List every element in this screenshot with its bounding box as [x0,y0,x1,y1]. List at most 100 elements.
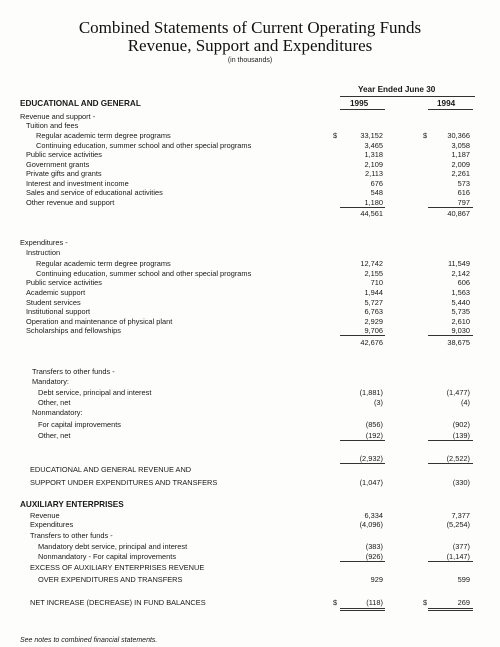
amount: (2,522) [446,454,470,463]
row-label: OVER EXPENDITURES AND TRANSFERS [38,575,183,584]
amount: 2,009 [451,160,471,169]
amount: 5,440 [451,298,471,307]
amount: 5,735 [451,307,471,316]
underline [428,440,473,441]
underline [428,610,473,611]
row-label: Other, net [38,398,71,407]
section-heading: EDUCATIONAL AND GENERAL [20,99,141,108]
underline [428,561,473,562]
amount: 12,742 [360,259,383,268]
amount: 710 [370,278,383,287]
row-label: Student services [26,298,81,307]
amount: 1,318 [364,150,384,159]
row-label: Continuing education, summer school and … [36,269,252,278]
amount: (377) [452,542,470,551]
row-label: EDUCATIONAL AND GENERAL REVENUE AND [30,465,192,474]
amount: (383) [365,542,383,551]
row-label: Mandatory: [32,377,69,386]
amount: 599 [457,575,470,584]
amount: (5,254) [446,520,470,529]
row-label: Nonmandatory - For capital improvements [38,552,177,561]
row-label: NET INCREASE (DECREASE) IN FUND BALANCES [30,598,206,607]
units-note: (in thousands) [227,57,273,64]
amount: (4) [460,398,470,407]
row-label: SUPPORT UNDER EXPENDITURES AND TRANSFERS [30,478,218,487]
year-rule [340,109,385,110]
amount: (1,881) [359,388,383,397]
amount: 797 [457,198,470,207]
amount: 2,610 [451,317,471,326]
amount: 42,676 [360,338,383,347]
currency-sign: $ [333,131,338,140]
row-label: Tuition and fees [26,121,79,130]
row-label: Expenditures - [20,238,68,247]
column-heading: Year Ended June 30 [358,85,436,94]
row-label: Scholarships and fellowships [26,326,121,335]
amount: (118) [366,598,383,607]
amount: 606 [457,278,470,287]
currency-sign: $ [423,131,428,140]
row-label: For capital improvements [38,420,121,429]
row-label: Public service activities [26,150,102,159]
title-line: Revenue, Support and Expenditures [127,36,373,55]
amount: 1,944 [364,288,384,297]
amount: 7,377 [451,511,471,520]
amount: 2,142 [451,269,471,278]
row-label: Other, net [38,431,71,440]
underline [340,610,385,611]
amount: 38,675 [447,338,470,347]
row-label: Regular academic term degree programs [36,259,171,268]
amount: 1,563 [451,288,471,297]
year-heading: 1995 [350,99,369,108]
amount: 616 [457,188,470,197]
amount: (4,096) [359,520,383,529]
amount: 11,549 [447,259,470,268]
amount: 44,561 [360,209,383,218]
amount: 9,706 [364,326,384,335]
row-label: EXCESS OF AUXILIARY ENTERPRISES REVENUE [30,563,205,572]
footnote: See notes to combined financial statemen… [20,637,158,644]
underline [340,608,385,609]
row-label: Regular academic term degree programs [36,131,171,140]
row-label: Mandatory debt service, principal and in… [38,542,188,551]
amount: 3,465 [364,141,384,150]
underline [340,207,385,208]
amount: (192) [365,431,383,440]
currency-sign: $ [423,598,428,607]
amount: 548 [370,188,383,197]
underline [340,440,385,441]
row-label: Instruction [26,248,61,257]
heading-rule [340,96,475,97]
amount: 2,113 [365,169,383,178]
section-heading: AUXILIARY ENTERPRISES [20,500,124,509]
underline [428,463,473,464]
amount: 269 [457,598,470,607]
currency-sign: $ [333,598,338,607]
amount: 929 [370,575,383,584]
row-label: Operation and maintenance of physical pl… [26,317,173,326]
title-line: Combined Statements of Current Operating… [78,18,422,37]
row-label: Interest and investment income [26,179,129,188]
underline [340,335,385,336]
row-label: Government grants [26,160,90,169]
amount: 30,366 [447,131,470,140]
row-label: Other revenue and support [26,198,115,207]
row-label: Revenue [30,511,60,520]
amount: 2,155 [364,269,384,278]
amount: 6,334 [364,511,384,520]
row-label: Private gifts and grants [26,169,102,178]
underline [340,463,385,464]
amount: 1,187 [451,150,471,159]
amount: (1,147) [446,552,470,561]
row-label: Transfers to other funds - [30,531,113,540]
amount: (926) [365,552,383,561]
underline [428,335,473,336]
row-label: Sales and service of educational activit… [26,188,163,197]
row-label: Academic support [26,288,86,297]
year-heading: 1994 [437,99,456,108]
underline [340,561,385,562]
amount: (1,047) [359,478,383,487]
row-label: Debt service, principal and interest [38,388,152,397]
amount: 1,180 [364,198,384,207]
